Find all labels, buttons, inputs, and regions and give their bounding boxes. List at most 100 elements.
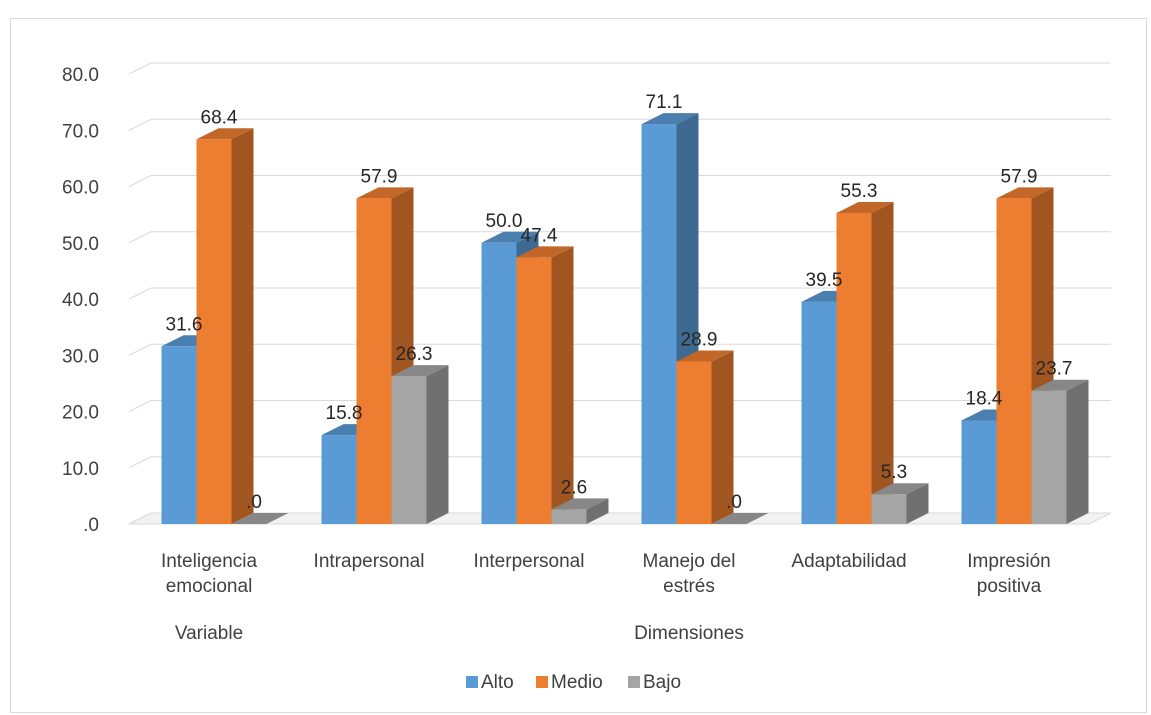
data-label: 5.3 [881, 462, 907, 483]
category-label: estrés [663, 576, 715, 597]
bar-front-face [871, 494, 907, 524]
data-label: 31.6 [166, 314, 203, 335]
legend-swatch [536, 676, 548, 688]
bar-top-face [391, 365, 449, 377]
bar-top-face [231, 513, 289, 524]
bar-top-face [676, 350, 734, 362]
data-label: 50.0 [486, 211, 523, 232]
category-label: Interpersonal [474, 551, 585, 572]
data-label: .0 [246, 492, 262, 513]
category-label: Adaptabilidad [791, 551, 906, 572]
bar-front-face [961, 420, 997, 524]
category-label: Inteligencia [161, 551, 258, 572]
bar-top-face [711, 513, 769, 524]
bar-bajo [871, 483, 929, 524]
bar-bajo [711, 513, 769, 524]
bar-medio [196, 128, 254, 524]
data-label: 57.9 [361, 166, 398, 187]
x-axis-group-labels: Variable Dimensiones [175, 623, 744, 644]
bar-side-face [551, 246, 574, 524]
gridline [128, 456, 1111, 469]
legend-swatch [466, 676, 478, 688]
bar-medio [836, 201, 894, 524]
bar-front-face [1031, 390, 1067, 524]
legend-item-bajo: Bajo [628, 672, 681, 693]
data-label: 2.6 [561, 477, 587, 498]
legend-label: Medio [551, 672, 603, 693]
bar-side-face [231, 128, 254, 524]
x-axis-category-labels: Inteligencia emocional Intrapersonal Interp… [161, 551, 1051, 597]
gridline [128, 62, 1111, 75]
category-label: Manejo del [643, 551, 736, 572]
bar-front-face [391, 376, 427, 524]
group-label: Dimensiones [634, 623, 744, 644]
category-label: Intrapersonal [314, 551, 425, 572]
legend-swatch [628, 676, 640, 688]
bar-top-face [996, 187, 1054, 199]
gridline [128, 287, 1111, 300]
bar-front-face [801, 301, 837, 524]
data-label: 15.8 [326, 403, 363, 424]
gridline [128, 231, 1111, 244]
bar-chart: .0 10.0 20.0 30.0 40.0 50.0 60.0 70.0 80.0 31.6 6… [62, 62, 1112, 693]
data-label: 47.4 [521, 225, 558, 246]
gridline [128, 343, 1111, 356]
y-tick-label: 20.0 [62, 403, 99, 424]
bar-bajo [1031, 379, 1089, 524]
bar-top-face [196, 128, 254, 140]
data-label: 57.9 [1001, 166, 1038, 187]
data-label: .0 [726, 492, 742, 513]
y-tick-label: 50.0 [62, 234, 99, 255]
legend-item-alto: Alto [466, 672, 514, 693]
bar-side-face [871, 201, 894, 524]
category-label: emocional [166, 576, 253, 597]
bar-top-face [551, 498, 609, 510]
gridline [128, 400, 1111, 412]
bar-medio [676, 350, 734, 524]
category-label: positiva [977, 576, 1042, 597]
bar-front-face [996, 198, 1032, 524]
y-tick-label: 80.0 [62, 65, 99, 86]
y-tick-label: .0 [83, 515, 99, 536]
data-label: 55.3 [841, 181, 878, 202]
bar-front-face [676, 361, 712, 524]
bar-bajo [551, 498, 609, 524]
y-tick-label: 60.0 [62, 178, 99, 199]
gridline [128, 512, 1111, 525]
bar-top-face [641, 113, 699, 125]
gridline [128, 175, 1111, 187]
data-label: 23.7 [1036, 359, 1073, 380]
y-tick-label: 40.0 [62, 290, 99, 311]
y-tick-label: 10.0 [62, 459, 99, 480]
bar-side-face [711, 350, 734, 524]
bar-side-face [426, 365, 449, 524]
bar-side-face [906, 483, 929, 524]
y-axis-tick-labels: .0 10.0 20.0 30.0 40.0 50.0 60.0 70.0 80.0 [62, 65, 99, 536]
bar-front-face [641, 124, 677, 524]
bar-side-face [586, 498, 609, 524]
bar-front-face [321, 435, 357, 524]
legend: Alto Medio Bajo [466, 672, 681, 693]
data-label: 28.9 [681, 329, 718, 350]
bar-top-face [836, 201, 894, 213]
bar-side-face [1066, 379, 1089, 524]
data-label: 39.5 [806, 270, 843, 291]
data-label: 18.4 [966, 389, 1003, 410]
legend-item-medio: Medio [536, 672, 603, 693]
bar-front-face [356, 198, 392, 524]
gridline [128, 118, 1111, 131]
chart-frame: .0 10.0 20.0 30.0 40.0 50.0 60.0 70.0 80.0 31.6 6… [10, 18, 1147, 713]
y-tick-label: 70.0 [62, 121, 99, 142]
bar-front-face [551, 509, 587, 524]
bars [161, 113, 1089, 524]
bar-top-face [481, 231, 539, 243]
category-label: Impresión [967, 551, 1050, 572]
group-label: Variable [175, 623, 243, 644]
bar-medio [516, 246, 574, 524]
bar-front-face [196, 139, 232, 524]
data-label: 26.3 [396, 344, 433, 365]
bar-front-face [836, 212, 872, 524]
y-tick-label: 30.0 [62, 346, 99, 367]
bar-top-face [356, 187, 414, 199]
data-labels: 31.6 68.4 .0 15.8 57.9 26.3 50.047.4 2.6 71.1 28.… [166, 92, 1073, 513]
